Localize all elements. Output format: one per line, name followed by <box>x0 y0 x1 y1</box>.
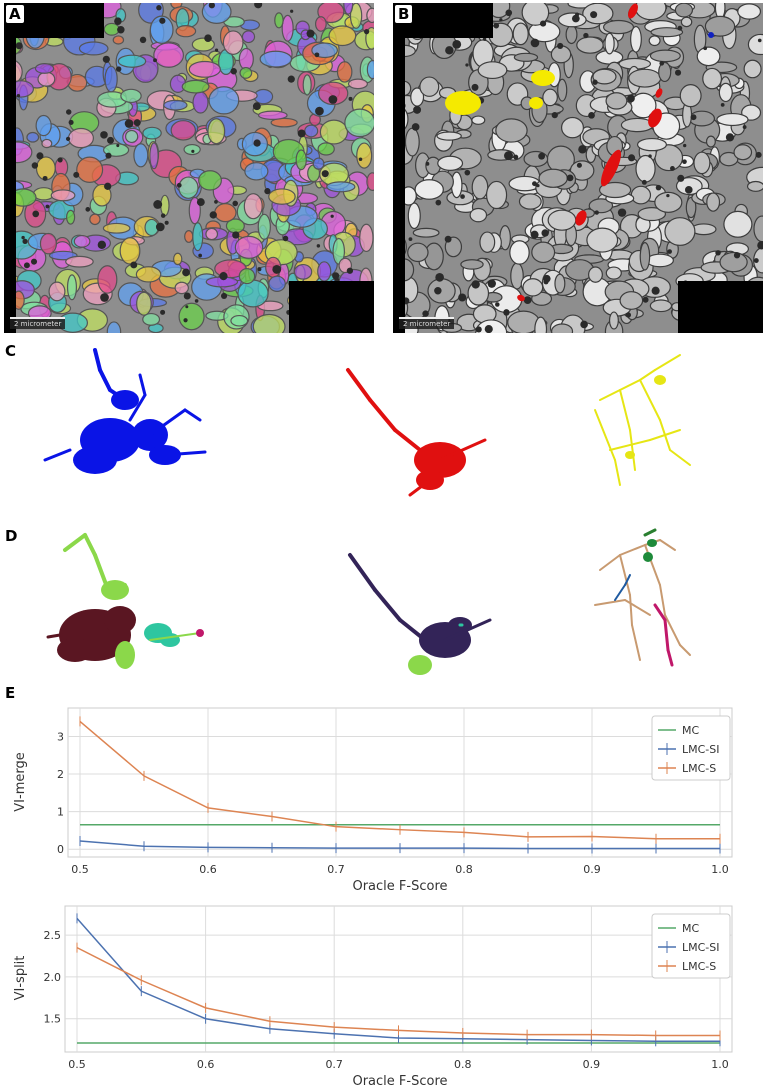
legend-entry: MC <box>682 724 699 737</box>
legend-entry: MC <box>682 922 699 935</box>
panel-a-label: A <box>6 5 24 23</box>
scalebar-b: 2 micrometer <box>399 317 455 329</box>
x-tick-label: 1.0 <box>711 1058 729 1071</box>
y-tick-label: 2.0 <box>44 971 62 984</box>
panel-b-label: B <box>395 5 413 23</box>
chart2-ylabel: VI-split <box>13 956 28 1001</box>
x-tick-label: 0.7 <box>325 1058 343 1071</box>
y-tick-label: 1.5 <box>44 1013 62 1026</box>
panel-d-label: D <box>5 527 18 545</box>
em-overlay <box>393 3 763 333</box>
x-tick-label: 0.9 <box>583 863 601 876</box>
x-tick-label: 0.5 <box>68 1058 86 1071</box>
segmentation-overlay <box>4 3 374 333</box>
y-tick-label: 2.5 <box>44 929 62 942</box>
panel-b-em-image: 2 micrometer <box>393 3 763 333</box>
x-tick-label: 0.7 <box>327 863 345 876</box>
legend <box>651 913 731 979</box>
chart1-ylabel: VI-merge <box>13 752 28 811</box>
x-tick-label: 0.8 <box>455 863 473 876</box>
panel-a-segmentation-image: 2 micrometer <box>4 3 374 333</box>
x-tick-label: 0.8 <box>454 1058 472 1071</box>
legend-entry: LMC-S <box>682 762 716 775</box>
legend-entry: LMC-SI <box>682 941 720 954</box>
legend-entry: LMC-SI <box>682 743 720 756</box>
y-tick-label: 3 <box>57 730 64 743</box>
scalebar-a: 2 micrometer <box>10 317 66 329</box>
y-tick-label: 2 <box>57 768 64 781</box>
x-tick-label: 0.6 <box>197 1058 215 1071</box>
x-tick-label: 1.0 <box>711 863 729 876</box>
y-tick-label: 0 <box>57 843 64 856</box>
panel-c-label: C <box>5 342 17 360</box>
panel-d-neuron-renderings <box>46 528 691 675</box>
legend-entry: LMC-S <box>682 960 716 973</box>
vi-merge-chart: VI-merge Oracle F-Score 0.5 0.6 0.7 0.8 0.9 1… <box>13 707 733 892</box>
x-tick-label: 0.9 <box>583 1058 601 1071</box>
x-tick-label: 0.5 <box>71 863 89 876</box>
y-tick-label: 1 <box>57 806 64 819</box>
x-tick-label: 0.6 <box>199 863 217 876</box>
vi-split-chart: VI-split Oracle F-Score 0.5 0.6 0.7 0.8 0.9 1… <box>13 905 733 1089</box>
panel-e-label: E <box>5 684 16 702</box>
legend <box>651 715 731 781</box>
chart1-xlabel: Oracle F-Score <box>352 879 447 892</box>
chart2-xlabel: Oracle F-Score <box>352 1074 447 1089</box>
panel-c-neuron-renderings <box>43 348 691 497</box>
